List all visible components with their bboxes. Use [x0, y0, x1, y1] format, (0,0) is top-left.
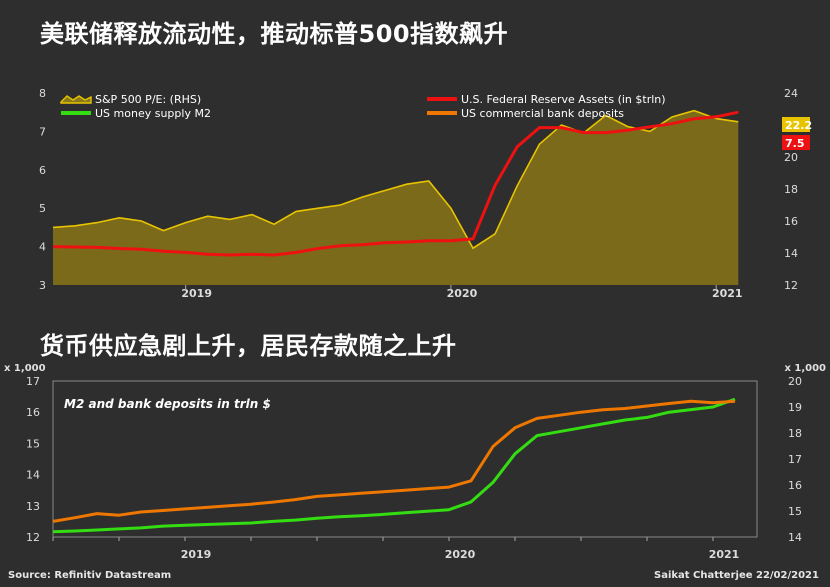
right-tick-label: 20 — [788, 375, 802, 388]
author-label: Saikat Chatterjee 22/02/2021 — [654, 570, 819, 581]
legend-label: US money supply M2 — [95, 107, 211, 120]
x-tick-label: 2019 — [181, 548, 212, 561]
x-tick-label: 2021 — [712, 287, 743, 300]
right-tick-label: 17 — [788, 453, 802, 466]
chart-annotation: M2 and bank deposits in trln $ — [64, 397, 271, 411]
series-line-2 — [52, 399, 736, 523]
right-tick-label: 16 — [788, 479, 802, 492]
x-tick-label: 2020 — [447, 287, 478, 300]
legend-swatch — [60, 95, 92, 104]
left-tick-label: 17 — [26, 375, 40, 388]
legend-label: US commercial bank deposits — [461, 107, 624, 120]
left-tick-label: 12 — [26, 531, 40, 544]
series-line-1 — [52, 397, 736, 534]
series-area-1 — [53, 110, 739, 285]
left-tick-label: 14 — [26, 469, 40, 482]
right-tick-label: 12 — [784, 279, 798, 292]
series-line-2 — [52, 110, 739, 257]
right-tick-label: 20 — [784, 151, 798, 164]
x-tick-label: 2019 — [181, 287, 212, 300]
right-tick-label: 14 — [784, 247, 798, 260]
legend-label: U.S. Federal Reserve Assets (in $trln) — [461, 93, 666, 106]
legend-label: S&P 500 P/E: (RHS) — [95, 93, 201, 106]
right-tick-label: 24 — [784, 87, 798, 100]
left-tick-label: 15 — [26, 437, 40, 450]
last-value-badge-text: 7.5 — [785, 137, 805, 150]
right-tick-label: 14 — [788, 531, 802, 544]
series-line-1 — [52, 109, 739, 250]
left-tick-label: 7 — [39, 125, 46, 138]
chart-1-title: 美联储释放流动性，推动标普500指数飙升 — [40, 20, 509, 48]
left-tick-label: 13 — [26, 500, 40, 513]
last-value-badge — [782, 117, 810, 132]
last-value-badge-text: 22.2 — [785, 119, 812, 132]
last-value-badge — [782, 135, 810, 150]
right-axis-unit: x 1,000 — [784, 363, 826, 374]
right-tick-label: 19 — [788, 401, 802, 414]
left-tick-label: 8 — [39, 87, 46, 100]
left-tick-label: 3 — [39, 279, 46, 292]
x-tick-label: 2021 — [709, 548, 740, 561]
left-tick-label: 4 — [39, 241, 46, 254]
left-tick-label: 5 — [39, 202, 46, 215]
x-tick-label: 2020 — [445, 548, 476, 561]
chart-2-title: 货币供应急剧上升，居民存款随之上升 — [40, 332, 457, 360]
right-tick-label: 15 — [788, 505, 802, 518]
right-tick-label: 18 — [788, 427, 802, 440]
right-tick-label: 16 — [784, 215, 798, 228]
left-tick-label: 6 — [39, 164, 46, 177]
left-axis-unit: x 1,000 — [4, 363, 46, 374]
left-tick-label: 16 — [26, 406, 40, 419]
right-tick-label: 18 — [784, 183, 798, 196]
source-label: Source: Refinitiv Datastream — [8, 570, 172, 581]
